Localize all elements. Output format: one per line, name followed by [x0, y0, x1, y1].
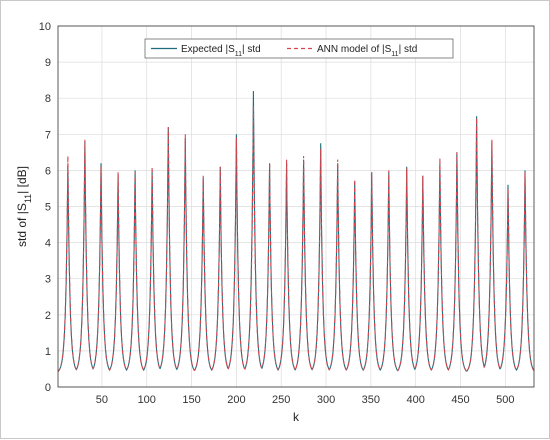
x-tick-label: 400 [406, 394, 424, 406]
x-tick-label: 300 [317, 394, 335, 406]
legend-expected-prefix: Expected |S [181, 44, 235, 55]
y-axis-label-prefix: std of |S [15, 203, 29, 247]
x-tick-labels: 50 100 150 200 250 300 350 400 450 500 [96, 394, 515, 406]
y-axis-label-subscript: 11 [23, 194, 33, 203]
legend-expected-subscript: 11 [235, 51, 242, 58]
y-tick-label: 7 [45, 129, 51, 141]
y-tick-label: 4 [45, 238, 51, 250]
y-tick-label: 9 [45, 57, 51, 69]
legend-label-ann: ANN model of |S11| std [317, 44, 417, 58]
y-tick-labels: 0 1 2 3 4 5 6 7 8 9 10 [39, 21, 51, 394]
legend: Expected |S11| std ANN model of |S11| st… [144, 38, 454, 59]
x-tick-label: 250 [272, 394, 290, 406]
legend-label-expected: Expected |S11| std [181, 44, 261, 58]
y-tick-label: 8 [45, 93, 51, 105]
x-tick-label: 100 [138, 394, 156, 406]
x-tick-label: 350 [362, 394, 380, 406]
y-tick-label: 2 [45, 310, 51, 322]
y-tick-label: 10 [39, 21, 51, 33]
series-line-expected [57, 90, 535, 372]
grid-lines [58, 25, 534, 388]
x-tick-label: 200 [227, 394, 245, 406]
series-lines [57, 90, 535, 372]
y-tick-label: 0 [45, 382, 51, 394]
y-axis-label: std of |S11| [dB] [15, 166, 33, 247]
x-tick-label: 450 [451, 394, 469, 406]
series-line-ann [57, 105, 535, 372]
x-tick-label: 500 [496, 394, 514, 406]
y-axis-label-suffix: | [dB] [15, 166, 29, 194]
y-tick-label: 5 [45, 202, 51, 214]
legend-ann-prefix: ANN model of |S [317, 44, 392, 55]
legend-expected-suffix: | std [242, 44, 261, 55]
x-axis-label: k [293, 410, 300, 424]
y-tick-label: 3 [45, 274, 51, 286]
legend-box [144, 38, 454, 59]
x-tick-label: 150 [182, 394, 200, 406]
legend-ann-suffix: | std [399, 44, 418, 55]
plot-border [57, 25, 535, 388]
y-tick-label: 6 [45, 165, 51, 177]
x-tick-label: 50 [96, 394, 108, 406]
legend-ann-subscript: 11 [391, 51, 398, 58]
y-tick-label: 1 [45, 346, 51, 358]
